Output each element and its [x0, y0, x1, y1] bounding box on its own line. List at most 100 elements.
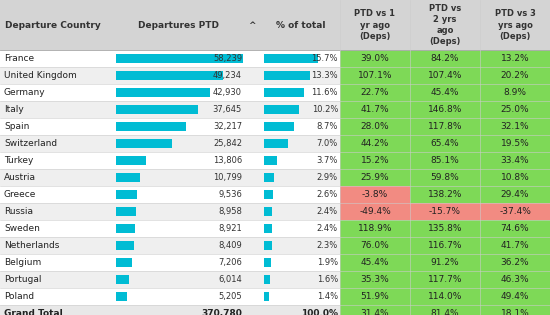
Text: 2.4%: 2.4% [317, 224, 338, 233]
Text: PTD vs
2 yrs
ago
(Deps): PTD vs 2 yrs ago (Deps) [429, 4, 461, 46]
Text: France: France [4, 54, 34, 63]
Text: 59.8%: 59.8% [431, 173, 459, 182]
Text: 8.7%: 8.7% [317, 122, 338, 131]
Bar [0, 203, 340, 220]
Text: 146.8%: 146.8% [428, 105, 462, 114]
Bar [340, 288, 410, 305]
Text: -3.8%: -3.8% [362, 190, 388, 199]
Bar [410, 271, 480, 288]
Bar [480, 237, 550, 254]
Text: 7.0%: 7.0% [317, 139, 338, 148]
Bar [410, 101, 480, 118]
Text: 117.8%: 117.8% [428, 122, 462, 131]
Bar [116, 122, 186, 131]
Bar [116, 190, 137, 199]
Bar [340, 169, 410, 186]
Bar [480, 152, 550, 169]
Text: 8.9%: 8.9% [503, 88, 526, 97]
Bar [410, 203, 480, 220]
Bar [410, 67, 480, 84]
Text: 18.1%: 18.1% [500, 309, 529, 315]
Bar [480, 118, 550, 135]
Bar [0, 67, 340, 84]
Bar [340, 135, 410, 152]
Text: 20.2%: 20.2% [500, 71, 529, 80]
Text: 85.1%: 85.1% [431, 156, 459, 165]
Bar [410, 288, 480, 305]
Bar [0, 288, 340, 305]
Text: 2.6%: 2.6% [317, 190, 338, 199]
Text: Switzerland: Switzerland [4, 139, 57, 148]
Text: 25.0%: 25.0% [500, 105, 529, 114]
Text: 49.4%: 49.4% [500, 292, 529, 301]
Bar [480, 67, 550, 84]
Text: Netherlands: Netherlands [4, 241, 59, 250]
Text: 65.4%: 65.4% [431, 139, 459, 148]
Bar [0, 305, 340, 315]
Text: 81.4%: 81.4% [431, 309, 459, 315]
Text: Departure Country: Departure Country [5, 20, 101, 30]
Text: 91.2%: 91.2% [431, 258, 459, 267]
Bar [480, 271, 550, 288]
Bar [410, 50, 480, 67]
Bar [116, 173, 140, 182]
Bar [340, 101, 410, 118]
Text: Grand Total: Grand Total [4, 309, 63, 315]
Bar [0, 0, 550, 50]
Text: 8,958: 8,958 [218, 207, 242, 216]
Bar [264, 292, 269, 301]
Text: 135.8%: 135.8% [428, 224, 462, 233]
Text: -15.7%: -15.7% [429, 207, 461, 216]
Text: Greece: Greece [4, 190, 36, 199]
Text: 84.2%: 84.2% [431, 54, 459, 63]
Bar [480, 101, 550, 118]
Text: 114.0%: 114.0% [428, 292, 462, 301]
Bar [0, 254, 340, 271]
Bar [340, 152, 410, 169]
Bar [410, 186, 480, 203]
Bar [480, 169, 550, 186]
Text: 13.2%: 13.2% [500, 54, 529, 63]
Text: Turkey: Turkey [4, 156, 34, 165]
Bar [116, 88, 210, 97]
Bar [264, 207, 272, 216]
Text: Russia: Russia [4, 207, 33, 216]
Bar [480, 84, 550, 101]
Text: 8,921: 8,921 [218, 224, 242, 233]
Text: Austria: Austria [4, 173, 36, 182]
Text: 2.3%: 2.3% [317, 241, 338, 250]
Bar [340, 254, 410, 271]
Bar [410, 220, 480, 237]
Bar [116, 54, 243, 63]
Bar [0, 152, 340, 169]
Text: 41.7%: 41.7% [500, 241, 529, 250]
Text: 51.9%: 51.9% [361, 292, 389, 301]
Text: 25,842: 25,842 [213, 139, 242, 148]
Text: % of total: % of total [276, 20, 325, 30]
Bar [264, 241, 272, 250]
Bar [480, 305, 550, 315]
Bar [264, 156, 277, 165]
Text: 19.5%: 19.5% [500, 139, 529, 148]
Bar [264, 275, 270, 284]
Text: 42,930: 42,930 [213, 88, 242, 97]
Bar [0, 101, 340, 118]
Bar [480, 203, 550, 220]
Text: 76.0%: 76.0% [361, 241, 389, 250]
Bar [480, 288, 550, 305]
Bar [264, 71, 310, 80]
Text: 11.6%: 11.6% [311, 88, 338, 97]
Text: 44.2%: 44.2% [361, 139, 389, 148]
Bar [340, 203, 410, 220]
Text: 7,206: 7,206 [218, 258, 242, 267]
Text: 41.7%: 41.7% [361, 105, 389, 114]
Bar [480, 186, 550, 203]
Text: 10.8%: 10.8% [500, 173, 529, 182]
Text: 35.3%: 35.3% [361, 275, 389, 284]
Text: 25.9%: 25.9% [361, 173, 389, 182]
Text: 3.7%: 3.7% [317, 156, 338, 165]
Text: 1.9%: 1.9% [317, 258, 338, 267]
Bar [0, 237, 340, 254]
Bar [0, 135, 340, 152]
Text: 138.2%: 138.2% [428, 190, 462, 199]
